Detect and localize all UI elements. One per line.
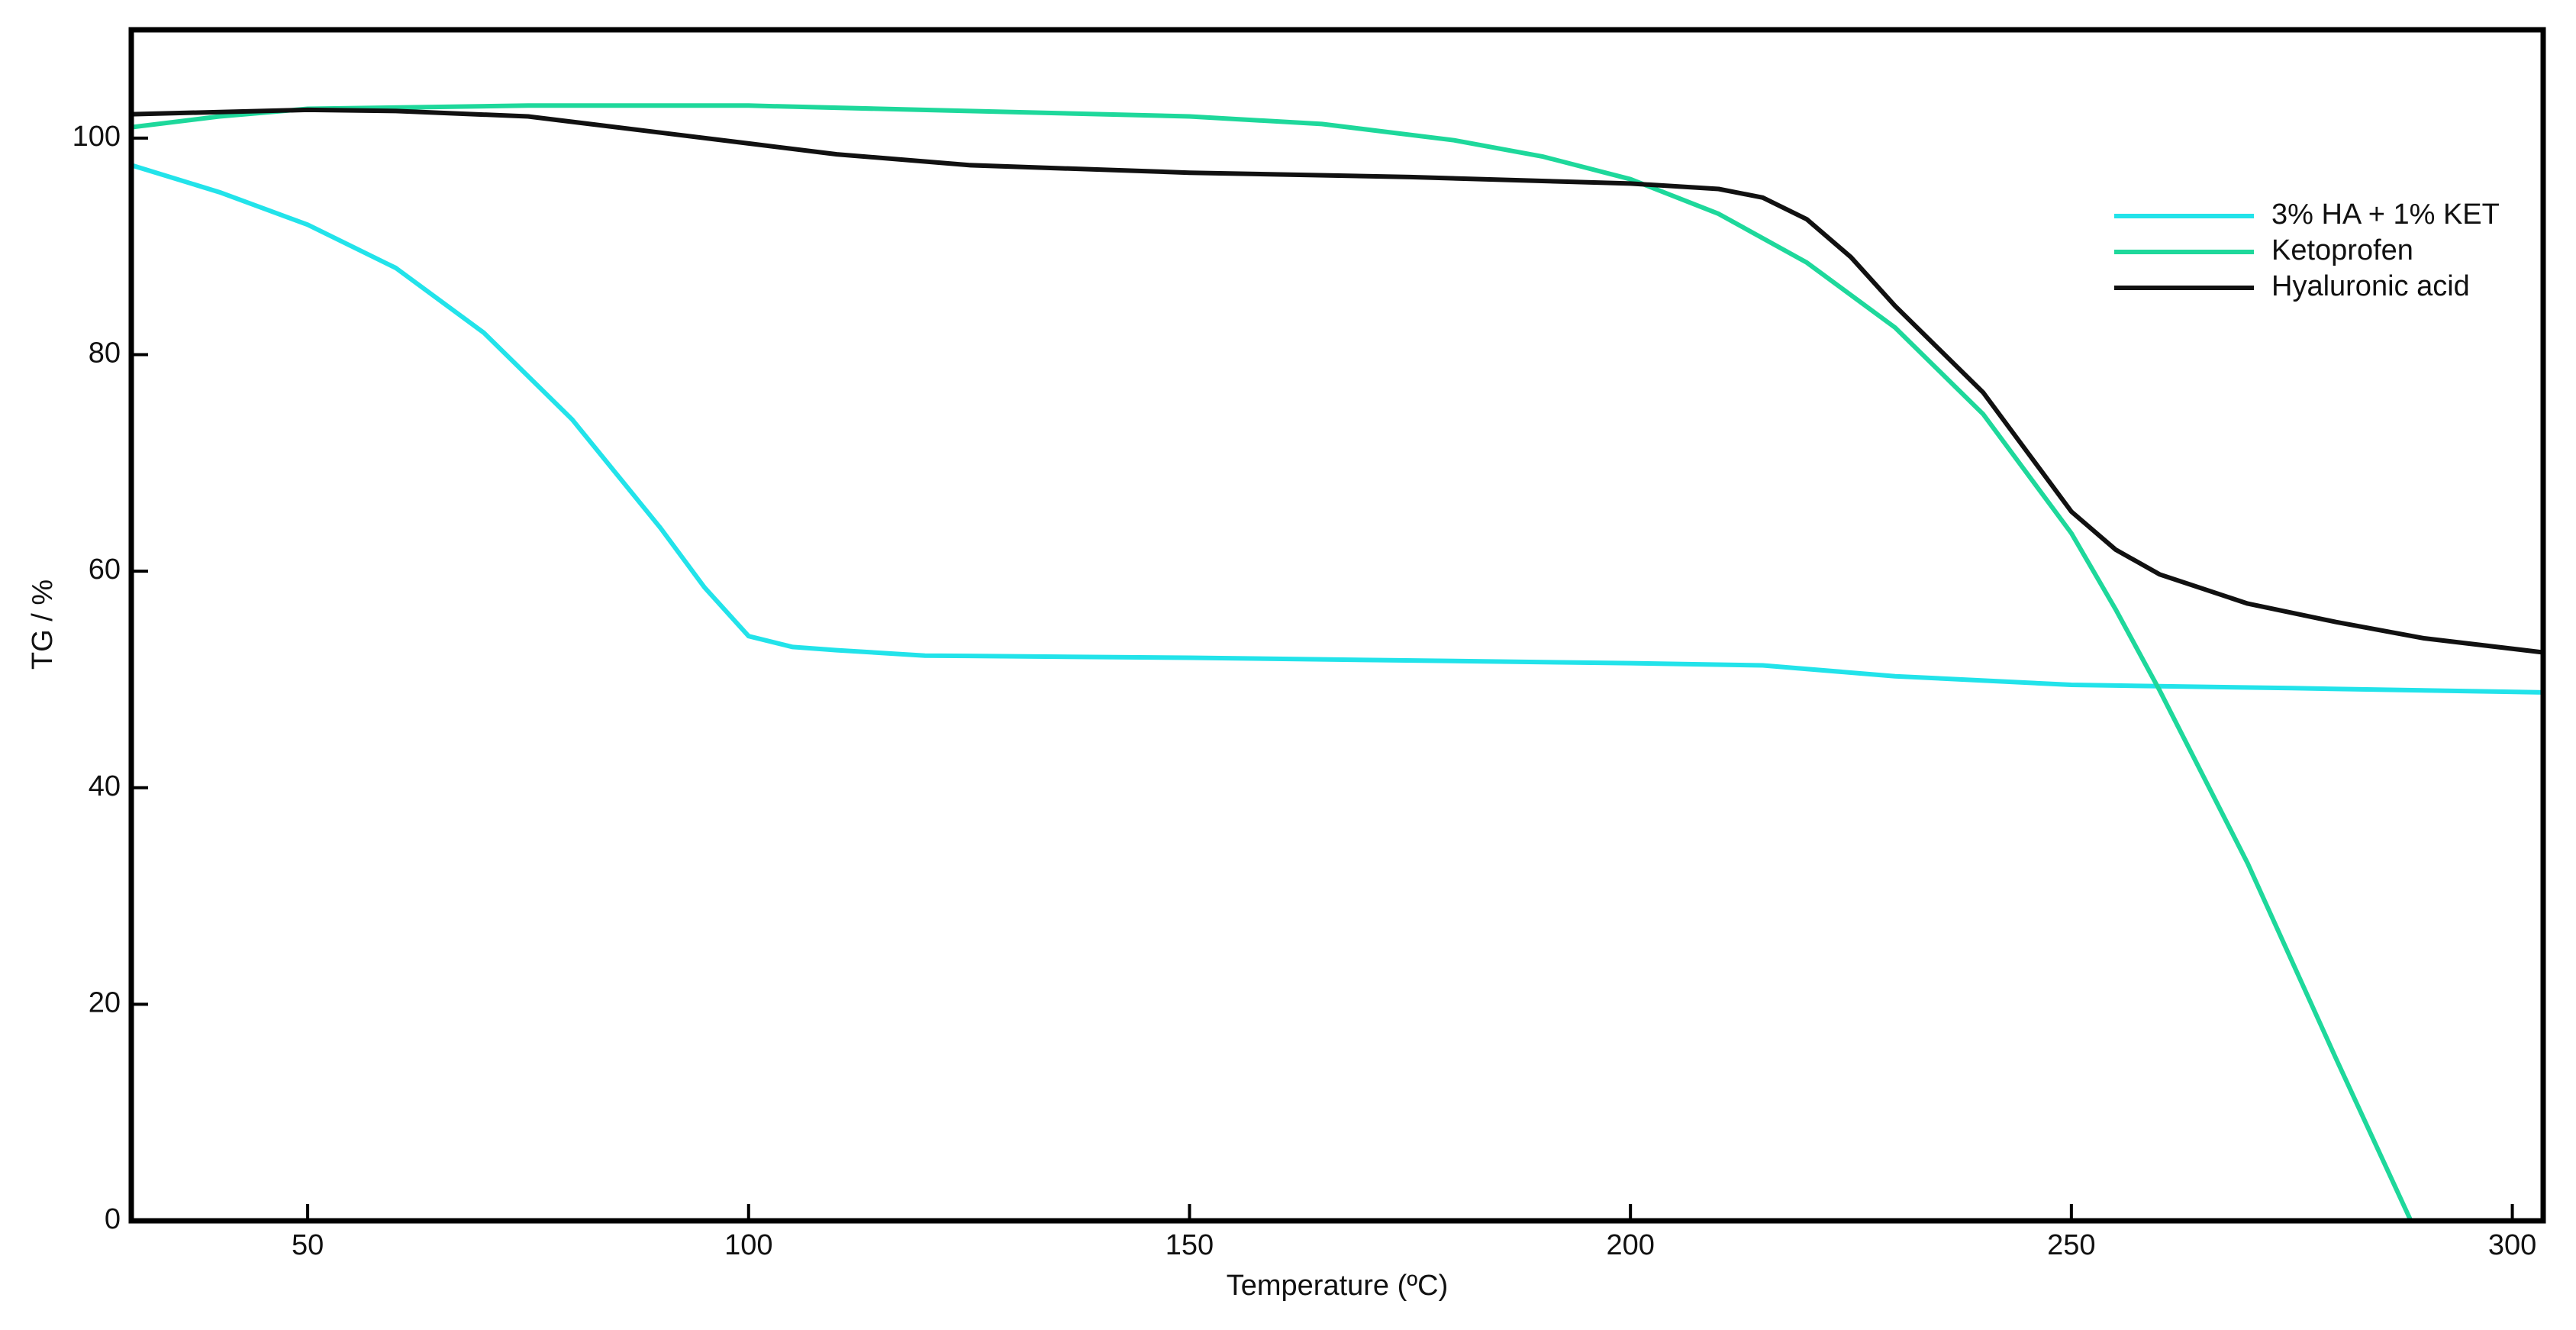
x-axis-label: Temperature (ºC) [1227, 1270, 1449, 1302]
plot-frame [128, 27, 2546, 1224]
x-tick-label: 300 [2488, 1229, 2536, 1261]
y-tick-label: 80 [89, 337, 121, 369]
x-tick-label: 100 [724, 1229, 772, 1261]
y-tick-label: 0 [105, 1203, 121, 1235]
y-tick-label: 100 [73, 121, 121, 153]
y-tick-label: 40 [89, 770, 121, 802]
y-tick-label: 20 [89, 986, 121, 1018]
x-tick-label: 50 [292, 1229, 324, 1261]
series-line [131, 163, 2543, 695]
x-tick-label: 150 [1165, 1229, 1214, 1261]
legend-label: Hyaluronic acid [2271, 270, 2470, 302]
x-tick-label: 200 [1606, 1229, 1654, 1261]
y-tick-label: 60 [89, 554, 121, 586]
legend-label: 3% HA + 1% KET [2271, 199, 2500, 231]
legend-label: Ketoprofen [2271, 234, 2413, 266]
y-axis-label: TG / % [27, 579, 59, 670]
x-tick-label: 250 [2047, 1229, 2095, 1261]
series-line [131, 103, 2413, 1221]
series-line [131, 107, 2543, 655]
